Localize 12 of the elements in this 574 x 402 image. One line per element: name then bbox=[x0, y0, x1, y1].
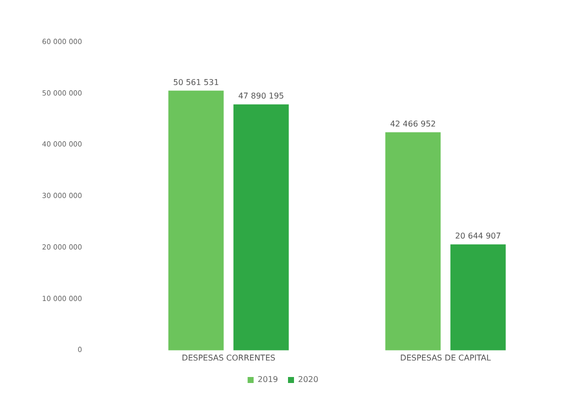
data-label: 42 466 952 bbox=[390, 119, 436, 128]
legend-label: 2019 bbox=[258, 375, 278, 384]
x-tick-label: DESPESAS DE CAPITAL bbox=[400, 353, 492, 362]
bar bbox=[385, 132, 441, 350]
x-tick-label: DESPESAS CORRENTES bbox=[182, 353, 276, 362]
data-label: 20 644 907 bbox=[455, 231, 501, 240]
legend-label: 2020 bbox=[298, 375, 318, 384]
bar bbox=[450, 244, 506, 350]
data-label: 47 890 195 bbox=[238, 91, 284, 100]
bar bbox=[168, 90, 224, 350]
data-label: 50 561 531 bbox=[173, 78, 219, 87]
bar bbox=[233, 104, 289, 350]
